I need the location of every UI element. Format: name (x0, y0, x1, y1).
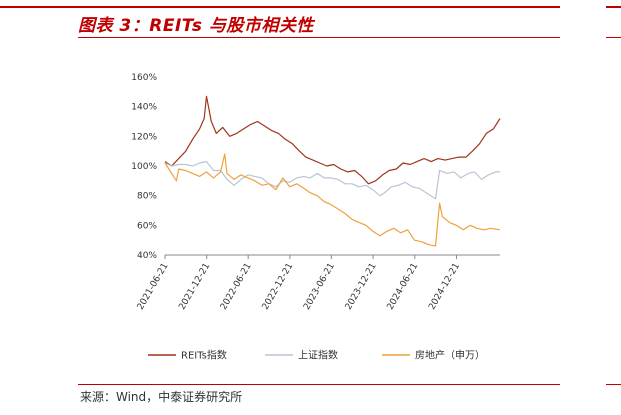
series-layer (164, 95, 501, 247)
source-note: 来源：Wind，中泰证券研究所 (80, 390, 243, 404)
legend-label-2: 上证指数 (298, 349, 338, 362)
x-tick-label: 2024-06-21 (386, 262, 421, 312)
y-tick-label: 160% (131, 73, 157, 83)
legend: REITs指数 上证指数 房地产（申万） (148, 349, 485, 362)
title-rule-right (606, 37, 621, 38)
x-tick-label: 2022-06-21 (219, 262, 254, 312)
series-line-2 (164, 161, 500, 200)
series-line-1 (164, 95, 501, 185)
y-tick-label: 80% (137, 192, 157, 202)
x-tick-label: 2021-06-21 (136, 262, 171, 312)
series-line-3 (164, 153, 501, 247)
legend-label-3: 房地产（申万） (415, 349, 485, 362)
x-tick-label: 2022-12-21 (261, 262, 296, 312)
bottom-rule-right (606, 384, 621, 385)
x-tick-label: 2023-06-21 (302, 262, 337, 312)
y-tick-label: 140% (131, 103, 157, 113)
figure-title: 图表 3：REITs 与股市相关性 (78, 16, 314, 36)
legend-label-1: REITs指数 (181, 349, 227, 362)
bottom-rule (78, 384, 560, 385)
y-tick-label: 40% (137, 251, 157, 261)
x-tick-label: 2024-12-21 (427, 262, 462, 312)
x-tick-label: 2023-12-21 (344, 262, 379, 312)
top-rule (0, 6, 560, 8)
title-rule (78, 37, 560, 38)
y-tick-label: 100% (131, 162, 157, 172)
axis-layer: 40% 60% 80% 100% 120% 140% 160% 2021-06-21 2021-… (131, 73, 500, 312)
y-tick-label: 60% (137, 221, 157, 231)
y-tick-label: 120% (131, 132, 157, 142)
top-rule-right (606, 6, 621, 8)
x-tick-label: 2021-12-21 (177, 262, 212, 312)
